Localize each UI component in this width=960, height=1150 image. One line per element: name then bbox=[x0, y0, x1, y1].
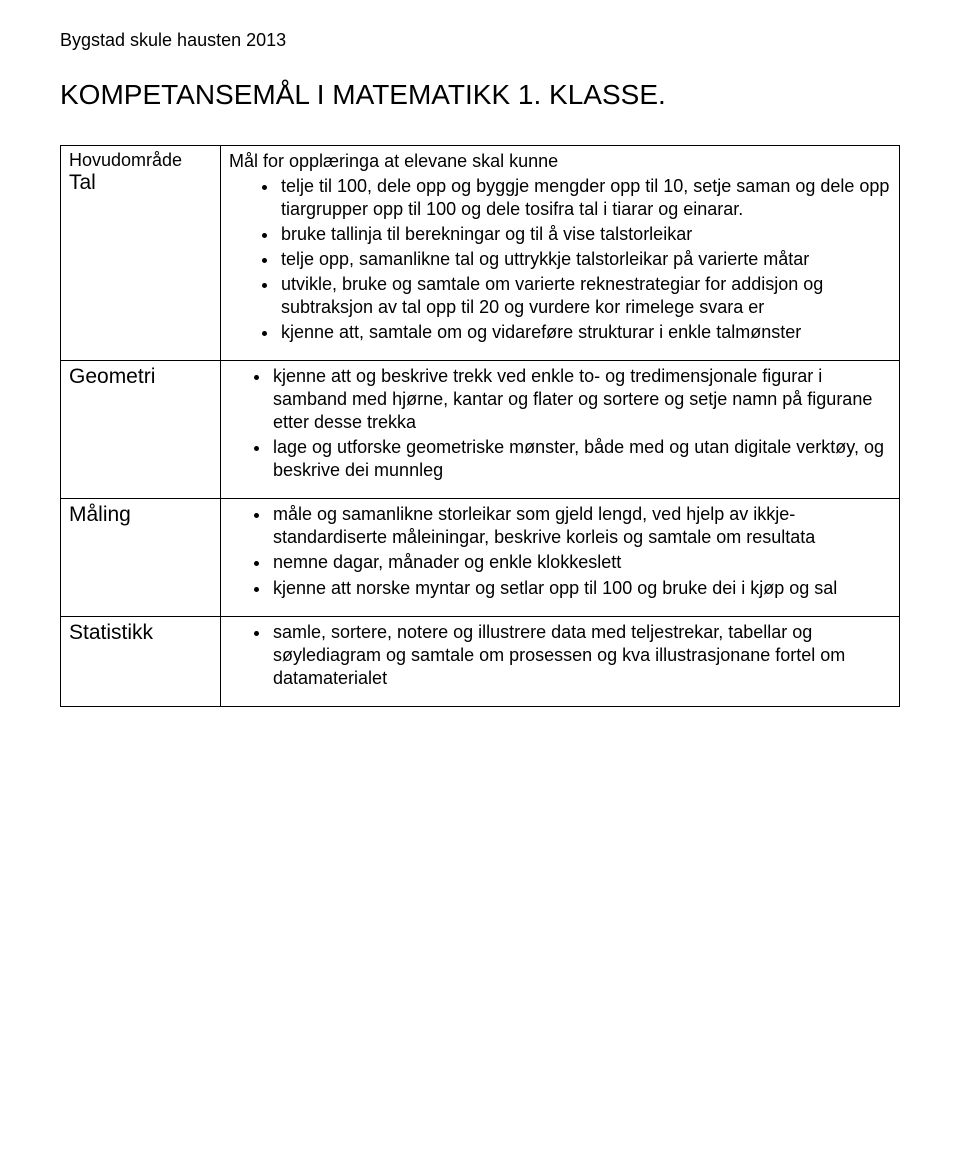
table-row: Måling måle og samanlikne storleikar som … bbox=[61, 499, 900, 616]
table-row: Statistikk samle, sortere, notere og illu… bbox=[61, 616, 900, 706]
goals-cell: kjenne att og beskrive trekk ved enkle t… bbox=[221, 361, 900, 499]
goals-cell: samle, sortere, notere og illustrere dat… bbox=[221, 616, 900, 706]
goal-item: kjenne att og beskrive trekk ved enkle t… bbox=[271, 365, 891, 434]
goals-cell: Mål for opplæringa at elevane skal kunne… bbox=[221, 146, 900, 361]
goals-list: kjenne att og beskrive trekk ved enkle t… bbox=[229, 365, 891, 482]
goal-item: lage og utforske geometriske mønster, bå… bbox=[271, 436, 891, 482]
page-title: KOMPETANSEMÅL I MATEMATIKK 1. KLASSE. bbox=[60, 79, 900, 111]
goal-item: telje til 100, dele opp og byggje mengde… bbox=[279, 175, 891, 221]
area-cell: Geometri bbox=[61, 361, 221, 499]
area-label: Hovudområde bbox=[69, 150, 212, 171]
table-row: HovudområdeTalMål for opplæringa at elev… bbox=[61, 146, 900, 361]
goal-item: bruke tallinja til berekningar og til å … bbox=[279, 223, 891, 246]
goal-intro: Mål for opplæringa at elevane skal kunne bbox=[229, 150, 891, 173]
area-name: Måling bbox=[69, 503, 212, 527]
goals-list: samle, sortere, notere og illustrere dat… bbox=[229, 621, 891, 690]
goals-cell: måle og samanlikne storleikar som gjeld … bbox=[221, 499, 900, 616]
area-cell: HovudområdeTal bbox=[61, 146, 221, 361]
goal-item: kjenne att, samtale om og vidareføre str… bbox=[279, 321, 891, 344]
area-name: Geometri bbox=[69, 365, 212, 389]
goal-item: utvikle, bruke og samtale om varierte re… bbox=[279, 273, 891, 319]
goal-item: kjenne att norske myntar og setlar opp t… bbox=[271, 577, 891, 600]
area-name: Statistikk bbox=[69, 621, 212, 645]
area-name: Tal bbox=[69, 171, 212, 195]
page-header: Bygstad skule hausten 2013 bbox=[60, 30, 900, 51]
curriculum-table: HovudområdeTalMål for opplæringa at elev… bbox=[60, 145, 900, 707]
goals-list: måle og samanlikne storleikar som gjeld … bbox=[229, 503, 891, 599]
goal-item: samle, sortere, notere og illustrere dat… bbox=[271, 621, 891, 690]
goal-item: måle og samanlikne storleikar som gjeld … bbox=[271, 503, 891, 549]
goal-item: nemne dagar, månader og enkle klokkeslet… bbox=[271, 551, 891, 574]
goal-item: telje opp, samanlikne tal og uttrykkje t… bbox=[279, 248, 891, 271]
area-cell: Måling bbox=[61, 499, 221, 616]
goals-list: telje til 100, dele opp og byggje mengde… bbox=[229, 175, 891, 344]
area-cell: Statistikk bbox=[61, 616, 221, 706]
table-row: Geometri kjenne att og beskrive trekk ved… bbox=[61, 361, 900, 499]
